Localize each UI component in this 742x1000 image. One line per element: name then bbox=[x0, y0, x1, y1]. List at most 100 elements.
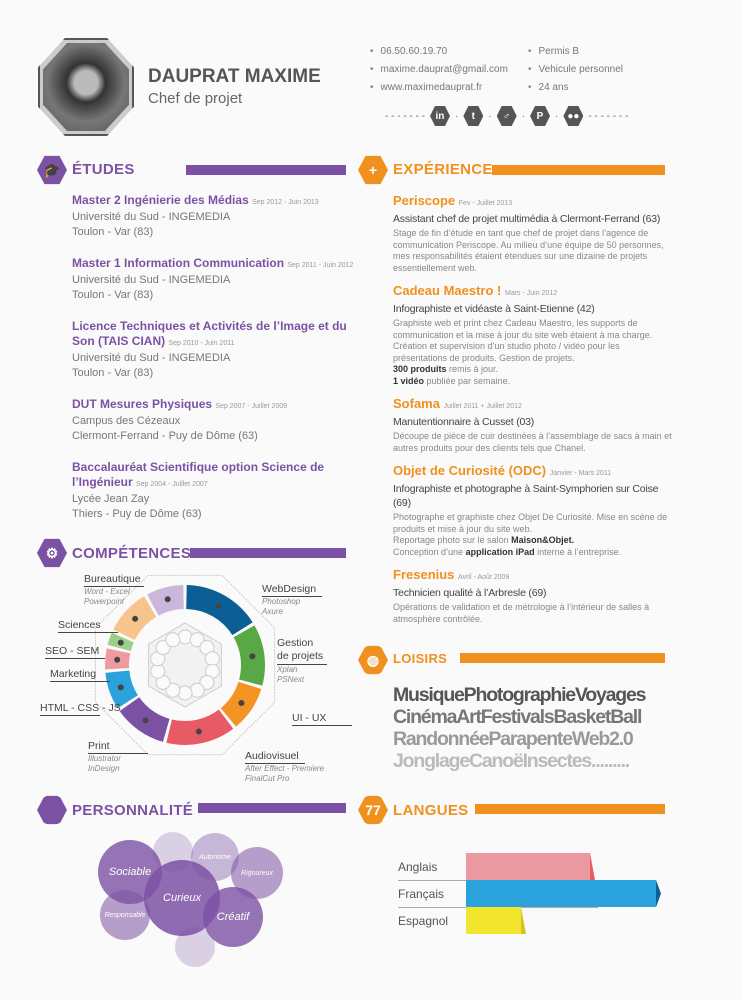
viadeo-icon[interactable]: ♂ bbox=[496, 106, 517, 126]
trait-bubble: Curieux bbox=[144, 860, 220, 936]
experience-date: Fev - Juillet 2013 bbox=[458, 200, 513, 207]
education-line: Clermont-Ferrand - Puy de Dôme (63) bbox=[72, 430, 258, 442]
pattern-circle bbox=[165, 632, 181, 648]
experience-list: Periscope Fev - Juillet 2013 Assistant ch… bbox=[393, 193, 675, 634]
experience-date: Juillet 2011 + Juillet 2012 bbox=[443, 403, 522, 410]
skill-tools: Axure bbox=[262, 607, 283, 616]
leader-line bbox=[58, 632, 118, 633]
experience-role: Technicien qualité à l’Arbresle (69) bbox=[393, 587, 547, 599]
leader-line bbox=[245, 763, 305, 764]
skill-label: Audiovisuel bbox=[245, 750, 299, 762]
education-title: Licence Techniques et Activités de l’Ima… bbox=[72, 319, 354, 351]
education-list: Master 2 Ingénierie des Médias Sep 2012 … bbox=[72, 193, 354, 538]
skill-tools: After Effect - Premiere bbox=[245, 764, 325, 773]
info-age: 24 ans bbox=[528, 82, 569, 93]
divider-dot: · bbox=[555, 110, 559, 122]
skill-label-group: Print Illustrator InDesign bbox=[88, 740, 148, 774]
hobbies-line: RandonnéeParapenteWeb2.0 bbox=[393, 728, 634, 750]
info-licence: Permis B bbox=[528, 46, 579, 57]
email-link[interactable]: maxime.dauprat@gmail.com bbox=[370, 64, 508, 75]
trait-label: Créatif bbox=[216, 911, 250, 923]
education-line: Université du Sud - INGEMEDIA bbox=[72, 274, 231, 286]
flickr-icon[interactable]: ●● bbox=[563, 106, 584, 126]
full-name: DAUPRAT MAXIME bbox=[148, 66, 321, 87]
language-bar-edge bbox=[521, 907, 526, 934]
website-link[interactable]: www.maximedauprat.fr bbox=[370, 82, 482, 93]
skill-dot bbox=[195, 728, 202, 735]
description-text: interne à l’entreprise. bbox=[534, 546, 622, 557]
skill-tools: Powerpoint bbox=[84, 597, 125, 606]
skill-label: UI - UX bbox=[292, 712, 327, 724]
experience-role: Infographiste et photographe à Saint-Sym… bbox=[393, 483, 659, 509]
twitter-icon[interactable]: t bbox=[463, 106, 484, 126]
divider-dots: - - - - - - - bbox=[588, 110, 629, 122]
skill-label: SEO - SEM bbox=[45, 645, 100, 657]
leader-line bbox=[40, 715, 100, 716]
language-level-bar bbox=[466, 907, 521, 934]
skill-segment-webdesign bbox=[186, 585, 253, 636]
description-text: Graphiste web et print chez Cadeau Maest… bbox=[393, 318, 653, 363]
skill-label-group: UI - UX bbox=[292, 712, 352, 726]
leader-line bbox=[84, 586, 144, 587]
section-title-personnalite: PERSONNALITÉ bbox=[72, 802, 194, 819]
pinterest-icon[interactable]: P bbox=[530, 106, 551, 126]
leader-line bbox=[50, 681, 110, 682]
experience-company: Objet de Curiosité (ODC) bbox=[393, 463, 547, 478]
education-item: Master 2 Ingénierie des Médias Sep 2012 … bbox=[72, 193, 354, 240]
linkedin-icon[interactable]: in bbox=[429, 106, 450, 126]
section-title-experience: EXPÉRIENCE bbox=[393, 161, 493, 178]
description-text: Conception d’une bbox=[393, 546, 466, 557]
leader-line bbox=[277, 664, 327, 665]
experience-company-row: Periscope Fev - Juillet 2013 bbox=[393, 193, 675, 212]
experience-company: Cadeau Maestro ! bbox=[393, 283, 502, 298]
experience-item: Cadeau Maestro ! Mars - Juin 2012 Infogra… bbox=[393, 283, 675, 387]
experience-date: Janvier - Mars 2011 bbox=[549, 470, 612, 477]
experience-date: Mars - Juin 2012 bbox=[505, 290, 558, 297]
trait-label: Responsable bbox=[104, 911, 146, 919]
language-bar-edge bbox=[590, 853, 595, 880]
language-bar-edge bbox=[656, 880, 661, 907]
education-line: Université du Sud - INGEMEDIA bbox=[72, 211, 231, 223]
hobbies-line: JonglageCanoëInsectes......... bbox=[393, 750, 630, 772]
briefcase-icon: + bbox=[358, 155, 388, 185]
skill-tools: Illustrator bbox=[88, 754, 121, 763]
language-label: Anglais bbox=[398, 860, 438, 874]
language-label: Espagnol bbox=[398, 914, 449, 928]
experience-company-row: Cadeau Maestro ! Mars - Juin 2012 bbox=[393, 283, 675, 302]
section-bar bbox=[475, 804, 665, 814]
leader-line bbox=[45, 658, 105, 659]
skill-label-group: WebDesign Photoshop Axure bbox=[262, 583, 322, 617]
section-title-competences: COMPÉTENCES bbox=[72, 545, 192, 562]
highlight: 300 produits bbox=[393, 364, 447, 374]
skill-dot bbox=[238, 699, 245, 706]
skill-dot bbox=[215, 602, 222, 609]
education-date: Sep 2007 - Juillet 2009 bbox=[215, 403, 287, 410]
pattern-circle bbox=[189, 682, 205, 698]
skill-dot bbox=[114, 656, 121, 663]
basketball-icon: ◍ bbox=[358, 645, 388, 675]
experience-item: Sofama Juillet 2011 + Juillet 2012 Manute… bbox=[393, 396, 675, 454]
pattern-circle bbox=[189, 632, 205, 648]
experience-company-row: Sofama Juillet 2011 + Juillet 2012 bbox=[393, 396, 675, 415]
pattern-circle bbox=[177, 685, 193, 701]
graduation-cap-icon: 🎓 bbox=[37, 155, 67, 185]
trait-label: Curieux bbox=[163, 892, 201, 904]
education-date: Sep 2004 - Juillet 2007 bbox=[136, 481, 208, 488]
experience-company: Fresenius bbox=[393, 567, 455, 582]
education-line: Université du Sud - INGEMEDIA bbox=[72, 352, 231, 364]
education-line: Toulon - Var (83) bbox=[72, 367, 154, 379]
language-level-bar bbox=[466, 880, 656, 907]
description-text: Reportage photo sur le salon bbox=[393, 535, 512, 545]
skill-dot bbox=[132, 615, 139, 622]
divider-dot: · bbox=[521, 110, 526, 122]
pattern-circle bbox=[155, 640, 171, 656]
section-bar bbox=[190, 548, 346, 558]
skill-tools: PSNext bbox=[277, 675, 305, 684]
education-date: Sep 2012 - Juin 2013 bbox=[252, 199, 319, 206]
lips-icon: 77 bbox=[358, 795, 388, 825]
highlight: 1 vidéo bbox=[393, 375, 425, 386]
skill-label: Sciences bbox=[58, 619, 101, 631]
description-text: Opérations de validation et de métrologi… bbox=[393, 602, 650, 624]
info-vehicle: Vehicule personnel bbox=[528, 64, 623, 75]
pattern-circle bbox=[177, 629, 193, 645]
